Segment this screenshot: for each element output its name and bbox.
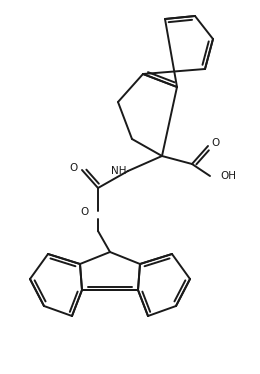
Text: OH: OH [220, 171, 236, 181]
Text: NH: NH [110, 166, 126, 176]
Text: O: O [81, 207, 89, 217]
Text: O: O [70, 163, 78, 173]
Text: O: O [212, 138, 220, 148]
